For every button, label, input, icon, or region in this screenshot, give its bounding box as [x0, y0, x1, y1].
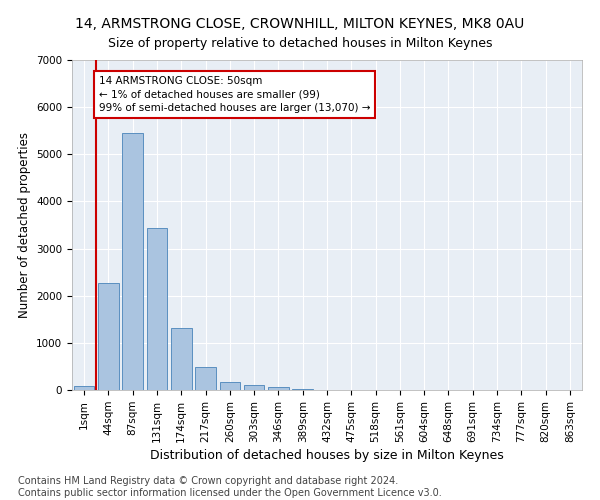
- Text: Contains HM Land Registry data © Crown copyright and database right 2024.
Contai: Contains HM Land Registry data © Crown c…: [18, 476, 442, 498]
- Bar: [195, 368, 216, 390]
- Text: 14, ARMSTRONG CLOSE, CROWNHILL, MILTON KEYNES, MK8 0AU: 14, ARMSTRONG CLOSE, CROWNHILL, MILTON K…: [76, 18, 524, 32]
- Text: Size of property relative to detached houses in Milton Keynes: Size of property relative to detached ho…: [108, 38, 492, 51]
- Bar: [146, 228, 167, 390]
- Bar: [268, 387, 289, 390]
- Bar: [122, 133, 143, 390]
- Bar: [220, 382, 240, 390]
- Bar: [244, 385, 265, 390]
- Text: 14 ARMSTRONG CLOSE: 50sqm
← 1% of detached houses are smaller (99)
99% of semi-d: 14 ARMSTRONG CLOSE: 50sqm ← 1% of detach…: [99, 76, 370, 113]
- Y-axis label: Number of detached properties: Number of detached properties: [17, 132, 31, 318]
- Bar: [171, 328, 191, 390]
- Bar: [98, 283, 119, 390]
- X-axis label: Distribution of detached houses by size in Milton Keynes: Distribution of detached houses by size …: [150, 449, 504, 462]
- Bar: [74, 386, 94, 390]
- Bar: [292, 388, 313, 390]
